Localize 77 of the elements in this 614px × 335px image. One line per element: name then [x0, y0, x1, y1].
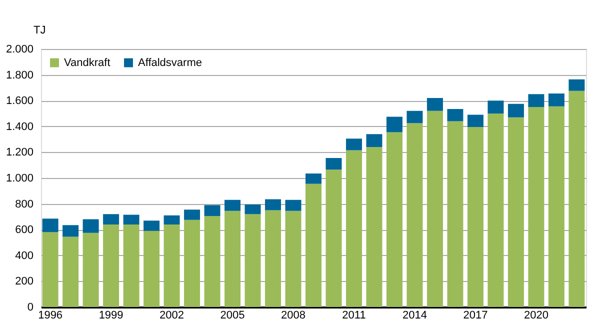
- bar: [306, 173, 322, 184]
- bar: [488, 114, 504, 307]
- bar: [285, 200, 302, 211]
- bar: [366, 147, 382, 307]
- x-tick-label: 1999: [98, 310, 124, 322]
- bar: [568, 90, 585, 307]
- y-tick-label: 1.000: [6, 172, 34, 184]
- bar: [285, 210, 302, 307]
- y-tick-label: 800: [15, 198, 34, 210]
- bar: [204, 205, 220, 216]
- bar: [306, 184, 322, 307]
- bar: [82, 232, 99, 307]
- bar: [103, 214, 120, 224]
- bar: [265, 210, 282, 307]
- bar: [164, 215, 180, 224]
- bar: [62, 236, 79, 307]
- bar: [123, 224, 140, 307]
- x-tick-label: 2014: [402, 310, 427, 322]
- y-tick-label: 200: [15, 276, 34, 288]
- x-tick-label: 2008: [281, 310, 306, 322]
- bar: [426, 110, 443, 307]
- bar: [224, 210, 241, 307]
- y-tick-label: 0: [27, 302, 34, 314]
- bar: [144, 230, 160, 307]
- bar: [42, 232, 58, 307]
- bar: [366, 134, 382, 148]
- bar: [447, 108, 464, 122]
- bar: [224, 200, 241, 211]
- bar: [123, 214, 140, 224]
- bar: [386, 116, 402, 132]
- bar: [326, 170, 342, 307]
- bar: [42, 218, 58, 232]
- bar: [528, 107, 544, 307]
- x-tick-label: 2011: [342, 310, 366, 322]
- x-tick-label: 1996: [38, 310, 63, 322]
- bar: [568, 79, 585, 91]
- bar: [184, 220, 200, 307]
- x-tick-label: 2020: [524, 310, 548, 322]
- bar: [346, 138, 362, 150]
- y-tick-label: 1.600: [6, 95, 34, 108]
- y-axis-title: TJ: [34, 24, 46, 36]
- bar: [467, 114, 484, 128]
- bar: [467, 127, 484, 307]
- bar: [528, 94, 544, 108]
- x-tick-label: 2002: [160, 310, 184, 322]
- bar: [548, 94, 564, 106]
- bar: [326, 158, 342, 170]
- bar: [62, 225, 79, 237]
- y-tick-label: 2.000: [6, 44, 34, 56]
- bar: [265, 199, 282, 210]
- x-tick-label: 2017: [463, 310, 488, 322]
- bar: [406, 110, 423, 124]
- bar: [406, 123, 423, 307]
- bar: [204, 216, 220, 307]
- y-tick-label: 1.200: [6, 146, 34, 159]
- bar: [447, 121, 464, 307]
- bar: [244, 204, 261, 214]
- bar: [164, 224, 180, 307]
- legend-label: Vandkraft: [64, 56, 110, 69]
- bar: [82, 219, 99, 233]
- bar: [508, 117, 524, 307]
- bar: [386, 132, 402, 307]
- y-tick-label: 1.800: [6, 69, 34, 82]
- bar: [144, 220, 160, 231]
- bar: [548, 106, 564, 307]
- bar: [103, 224, 120, 307]
- bar: [488, 100, 504, 114]
- legend-label: Affaldsvarme: [138, 56, 202, 69]
- y-tick-label: 400: [15, 250, 34, 262]
- bar: [426, 98, 443, 111]
- bar: [184, 210, 200, 220]
- bar: [508, 104, 524, 118]
- bar: [244, 214, 261, 307]
- bar: [346, 150, 362, 307]
- x-tick-label: 2005: [220, 310, 245, 322]
- y-tick-label: 600: [15, 224, 34, 236]
- y-tick-label: 1.400: [6, 120, 34, 133]
